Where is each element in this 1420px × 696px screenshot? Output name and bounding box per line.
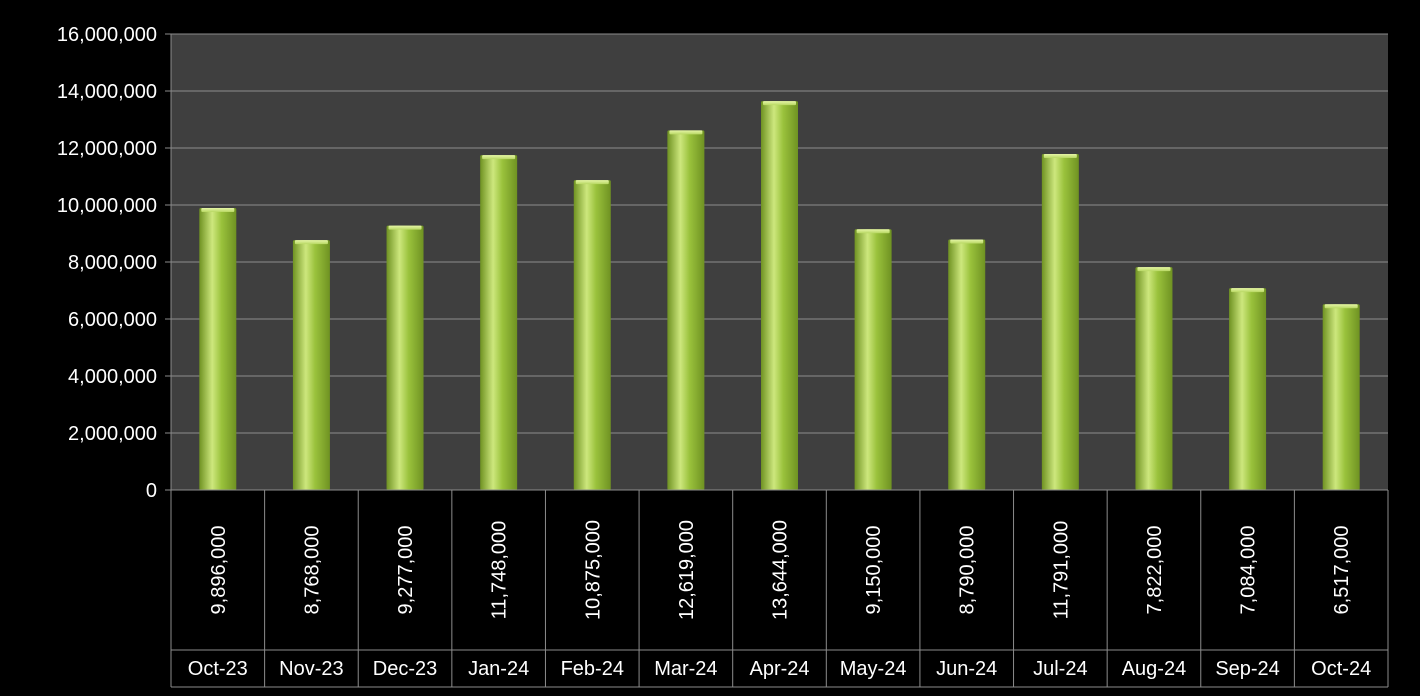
bar bbox=[573, 180, 611, 490]
x-tick-label: Mar-24 bbox=[654, 658, 717, 680]
x-tick-label: Dec-23 bbox=[373, 658, 437, 680]
bar bbox=[854, 229, 892, 490]
data-table: 9,896,000 8,768,000 9,277,000 11,748,000 10,… bbox=[170, 489, 1389, 688]
bar bbox=[948, 239, 986, 490]
x-tick-label: Aug-24 bbox=[1122, 658, 1187, 680]
y-tick-label: 8,000,000 bbox=[68, 252, 157, 274]
y-tick-label: 6,000,000 bbox=[68, 309, 157, 331]
bars bbox=[199, 101, 1360, 491]
data-label: 7,822,000 bbox=[1144, 526, 1166, 615]
bar bbox=[1229, 288, 1267, 490]
bar bbox=[1135, 267, 1173, 490]
bar bbox=[292, 240, 330, 490]
bar bbox=[761, 101, 798, 491]
data-label: 11,748,000 bbox=[489, 521, 511, 620]
bar bbox=[480, 155, 518, 490]
x-tick-label: Jun-24 bbox=[936, 658, 997, 680]
data-label: 12,619,000 bbox=[676, 520, 698, 620]
y-tick-label: 12,000,000 bbox=[57, 138, 157, 160]
bar bbox=[1041, 153, 1079, 491]
y-axis-ticks: 0 2,000,000 4,000,000 6,000,000 8,000,000 10,… bbox=[57, 24, 172, 502]
bar bbox=[1322, 304, 1360, 490]
y-tick-label: 4,000,000 bbox=[68, 366, 157, 388]
y-tick-label: 0 bbox=[146, 480, 157, 502]
data-label: 9,277,000 bbox=[395, 526, 417, 615]
x-tick-label: Oct-24 bbox=[1311, 658, 1371, 680]
x-tick-label: May-24 bbox=[840, 658, 907, 680]
data-label: 8,790,000 bbox=[957, 526, 979, 615]
data-label: 11,791,000 bbox=[1050, 521, 1072, 620]
x-tick-label: Jan-24 bbox=[468, 658, 529, 680]
y-tick-label: 10,000,000 bbox=[57, 195, 157, 217]
data-label: 9,896,000 bbox=[208, 526, 230, 615]
x-tick-label: Apr-24 bbox=[749, 658, 809, 680]
x-tick-label: Sep-24 bbox=[1215, 658, 1280, 680]
bar bbox=[667, 130, 705, 490]
x-tick-label: Nov-23 bbox=[279, 658, 343, 680]
x-tick-label: Oct-23 bbox=[188, 658, 248, 680]
bar bbox=[199, 207, 237, 491]
data-label: 10,875,000 bbox=[582, 520, 604, 620]
data-label: 7,084,000 bbox=[1238, 526, 1260, 615]
y-tick-label: 16,000,000 bbox=[57, 24, 157, 46]
x-tick-label: Jul-24 bbox=[1033, 658, 1087, 680]
y-tick-label: 2,000,000 bbox=[68, 423, 157, 445]
data-label: 8,768,000 bbox=[301, 526, 323, 615]
data-label: 6,517,000 bbox=[1331, 526, 1353, 615]
data-label: 13,644,000 bbox=[770, 520, 792, 620]
x-tick-label: Feb-24 bbox=[561, 658, 624, 680]
y-tick-label: 14,000,000 bbox=[57, 81, 157, 103]
data-label: 9,150,000 bbox=[863, 526, 885, 615]
bar bbox=[386, 225, 424, 490]
